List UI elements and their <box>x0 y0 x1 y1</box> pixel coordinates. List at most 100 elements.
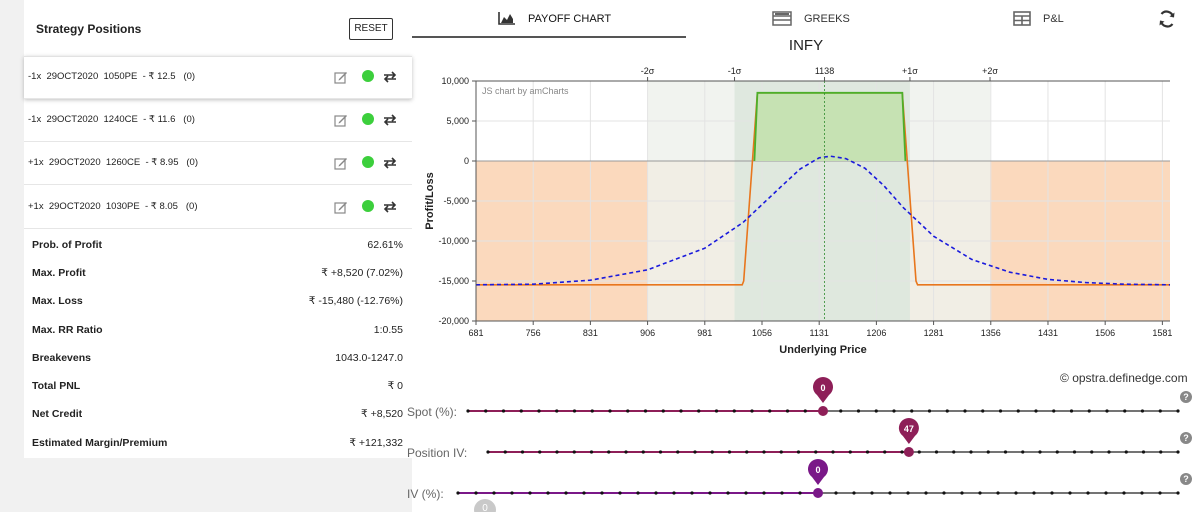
position-text: +1x 29OCT2020 1030PE - ₹ 8.05 (0) <box>28 201 198 212</box>
edit-icon[interactable] <box>334 200 348 214</box>
iv-slider[interactable]: 0 <box>450 456 1190 502</box>
swap-icon[interactable] <box>382 69 398 85</box>
slider-tick <box>1105 409 1109 413</box>
stat-label: Net Credit <box>32 408 83 420</box>
payoff-chart[interactable]: 10,000 5,000 0 -5,000 -10,000 -15,000 -20,000 6… <box>412 56 1200 366</box>
stat-max-rr-ratio: Max. RR Ratio 1:0.55 <box>24 316 412 344</box>
slider-knob[interactable] <box>813 488 823 498</box>
slider-label-spot: Spot (%): <box>407 405 458 419</box>
slider-tick <box>998 409 1003 413</box>
slider-tick <box>693 450 697 454</box>
slider-value-label: 47 <box>904 424 914 434</box>
slider-tick <box>714 409 719 413</box>
slider-tick <box>952 450 956 454</box>
slider-tick <box>484 409 488 413</box>
swap-icon[interactable] <box>382 199 398 215</box>
slider-tick <box>546 491 550 495</box>
position-row: -1x 29OCT2020 1050PE - ₹ 12.5 (0) <box>24 56 412 99</box>
grid-table-icon <box>1013 11 1031 26</box>
slider-tick <box>942 491 946 495</box>
slider-tick <box>582 491 586 495</box>
y-axis-title: Profit/Loss <box>424 172 436 229</box>
slider-tick <box>658 450 663 454</box>
slider-tick <box>636 491 640 495</box>
x-tick-label: 681 <box>468 328 483 338</box>
extra-slider-marker[interactable]: 0 <box>474 499 496 512</box>
reset-button[interactable]: RESET <box>349 18 393 40</box>
help-icon[interactable]: ? <box>1180 473 1192 485</box>
status-dot[interactable] <box>362 113 374 125</box>
slider-tick <box>1123 409 1127 413</box>
tab-payoff-chart[interactable]: PAYOFF CHART <box>496 0 686 38</box>
x-tick-label: 981 <box>697 328 712 338</box>
top-axis-label: +2σ <box>982 66 998 76</box>
edit-icon[interactable] <box>334 70 348 84</box>
help-icon[interactable]: ? <box>1180 391 1192 403</box>
stat-value: 62.61% <box>367 239 403 251</box>
slider-tick <box>934 450 939 454</box>
stat-value: ₹ +121,332 <box>349 437 403 449</box>
status-dot[interactable] <box>362 200 374 212</box>
slider-tick <box>796 450 801 454</box>
slider-tick <box>1032 491 1036 495</box>
slider-tick <box>690 491 694 495</box>
profit-zone <box>754 92 906 161</box>
spot-slider[interactable]: 0 <box>460 374 1190 420</box>
slider-tick <box>572 450 576 454</box>
stat-label: Estimated Margin/Premium <box>32 437 168 449</box>
tab-greeks[interactable]: GREEKS <box>772 0 892 38</box>
slider-tick <box>1159 450 1163 454</box>
slider-tick <box>732 409 736 413</box>
x-tick-label: 1356 <box>981 328 1001 338</box>
status-dot[interactable] <box>362 156 374 168</box>
slider-knob[interactable] <box>818 406 828 416</box>
slider-tick <box>1176 491 1180 495</box>
x-tick-label: 1281 <box>924 328 944 338</box>
y-tick-label: 10,000 <box>441 76 469 86</box>
swap-icon[interactable] <box>382 112 398 128</box>
edit-icon[interactable] <box>334 156 348 170</box>
slider-tick <box>1069 409 1074 413</box>
slider-knob[interactable] <box>903 447 914 457</box>
slider-value-marker <box>808 459 829 485</box>
swap-icon[interactable] <box>382 155 398 171</box>
strategy-positions-title: Strategy Positions <box>36 22 142 36</box>
slider-tick <box>945 409 949 413</box>
slider-tick <box>969 450 973 454</box>
refresh-icon[interactable] <box>1157 9 1177 29</box>
slider-tick <box>538 450 542 454</box>
slider-tick <box>643 409 648 413</box>
slider-tick <box>1068 491 1072 495</box>
current-payoff-line <box>475 155 1171 286</box>
slider-tick <box>710 450 714 454</box>
slider-tick <box>519 409 523 413</box>
slider-tick <box>697 409 701 413</box>
status-dot[interactable] <box>362 70 374 82</box>
slider-tick <box>727 450 732 454</box>
slider-tick <box>1014 491 1018 495</box>
edit-icon[interactable] <box>334 113 348 127</box>
y-tick-label: -20,000 <box>438 316 469 326</box>
slider-tick <box>654 491 658 495</box>
position-text: -1x 29OCT2020 1050PE - ₹ 12.5 (0) <box>28 71 196 82</box>
slider-tick <box>906 491 910 495</box>
slider-tick <box>618 491 622 495</box>
slider-tick <box>744 491 748 495</box>
slider-tick <box>865 450 870 454</box>
slider-tick <box>852 491 856 495</box>
x-tick-label: 1506 <box>1095 328 1115 338</box>
help-icon[interactable]: ? <box>1180 432 1192 444</box>
position-iv-slider[interactable]: 47 <box>480 415 1190 461</box>
slider-tick <box>555 409 559 413</box>
slider-tick <box>1090 450 1094 454</box>
chart-title: INFY <box>788 37 824 54</box>
slider-tick <box>503 450 507 454</box>
slider-tick <box>874 409 878 413</box>
position-text: +1x 29OCT2020 1260CE - ₹ 8.95 (0) <box>28 157 199 168</box>
stat-estimated-margin: Estimated Margin/Premium ₹ +121,332 <box>24 429 412 457</box>
slider-tick <box>856 409 861 413</box>
tab-pnl[interactable]: P&L <box>1013 0 1093 38</box>
tab-label: P&L <box>1043 13 1064 25</box>
slider-tick <box>883 450 887 454</box>
top-axis-label: +1σ <box>902 66 918 76</box>
